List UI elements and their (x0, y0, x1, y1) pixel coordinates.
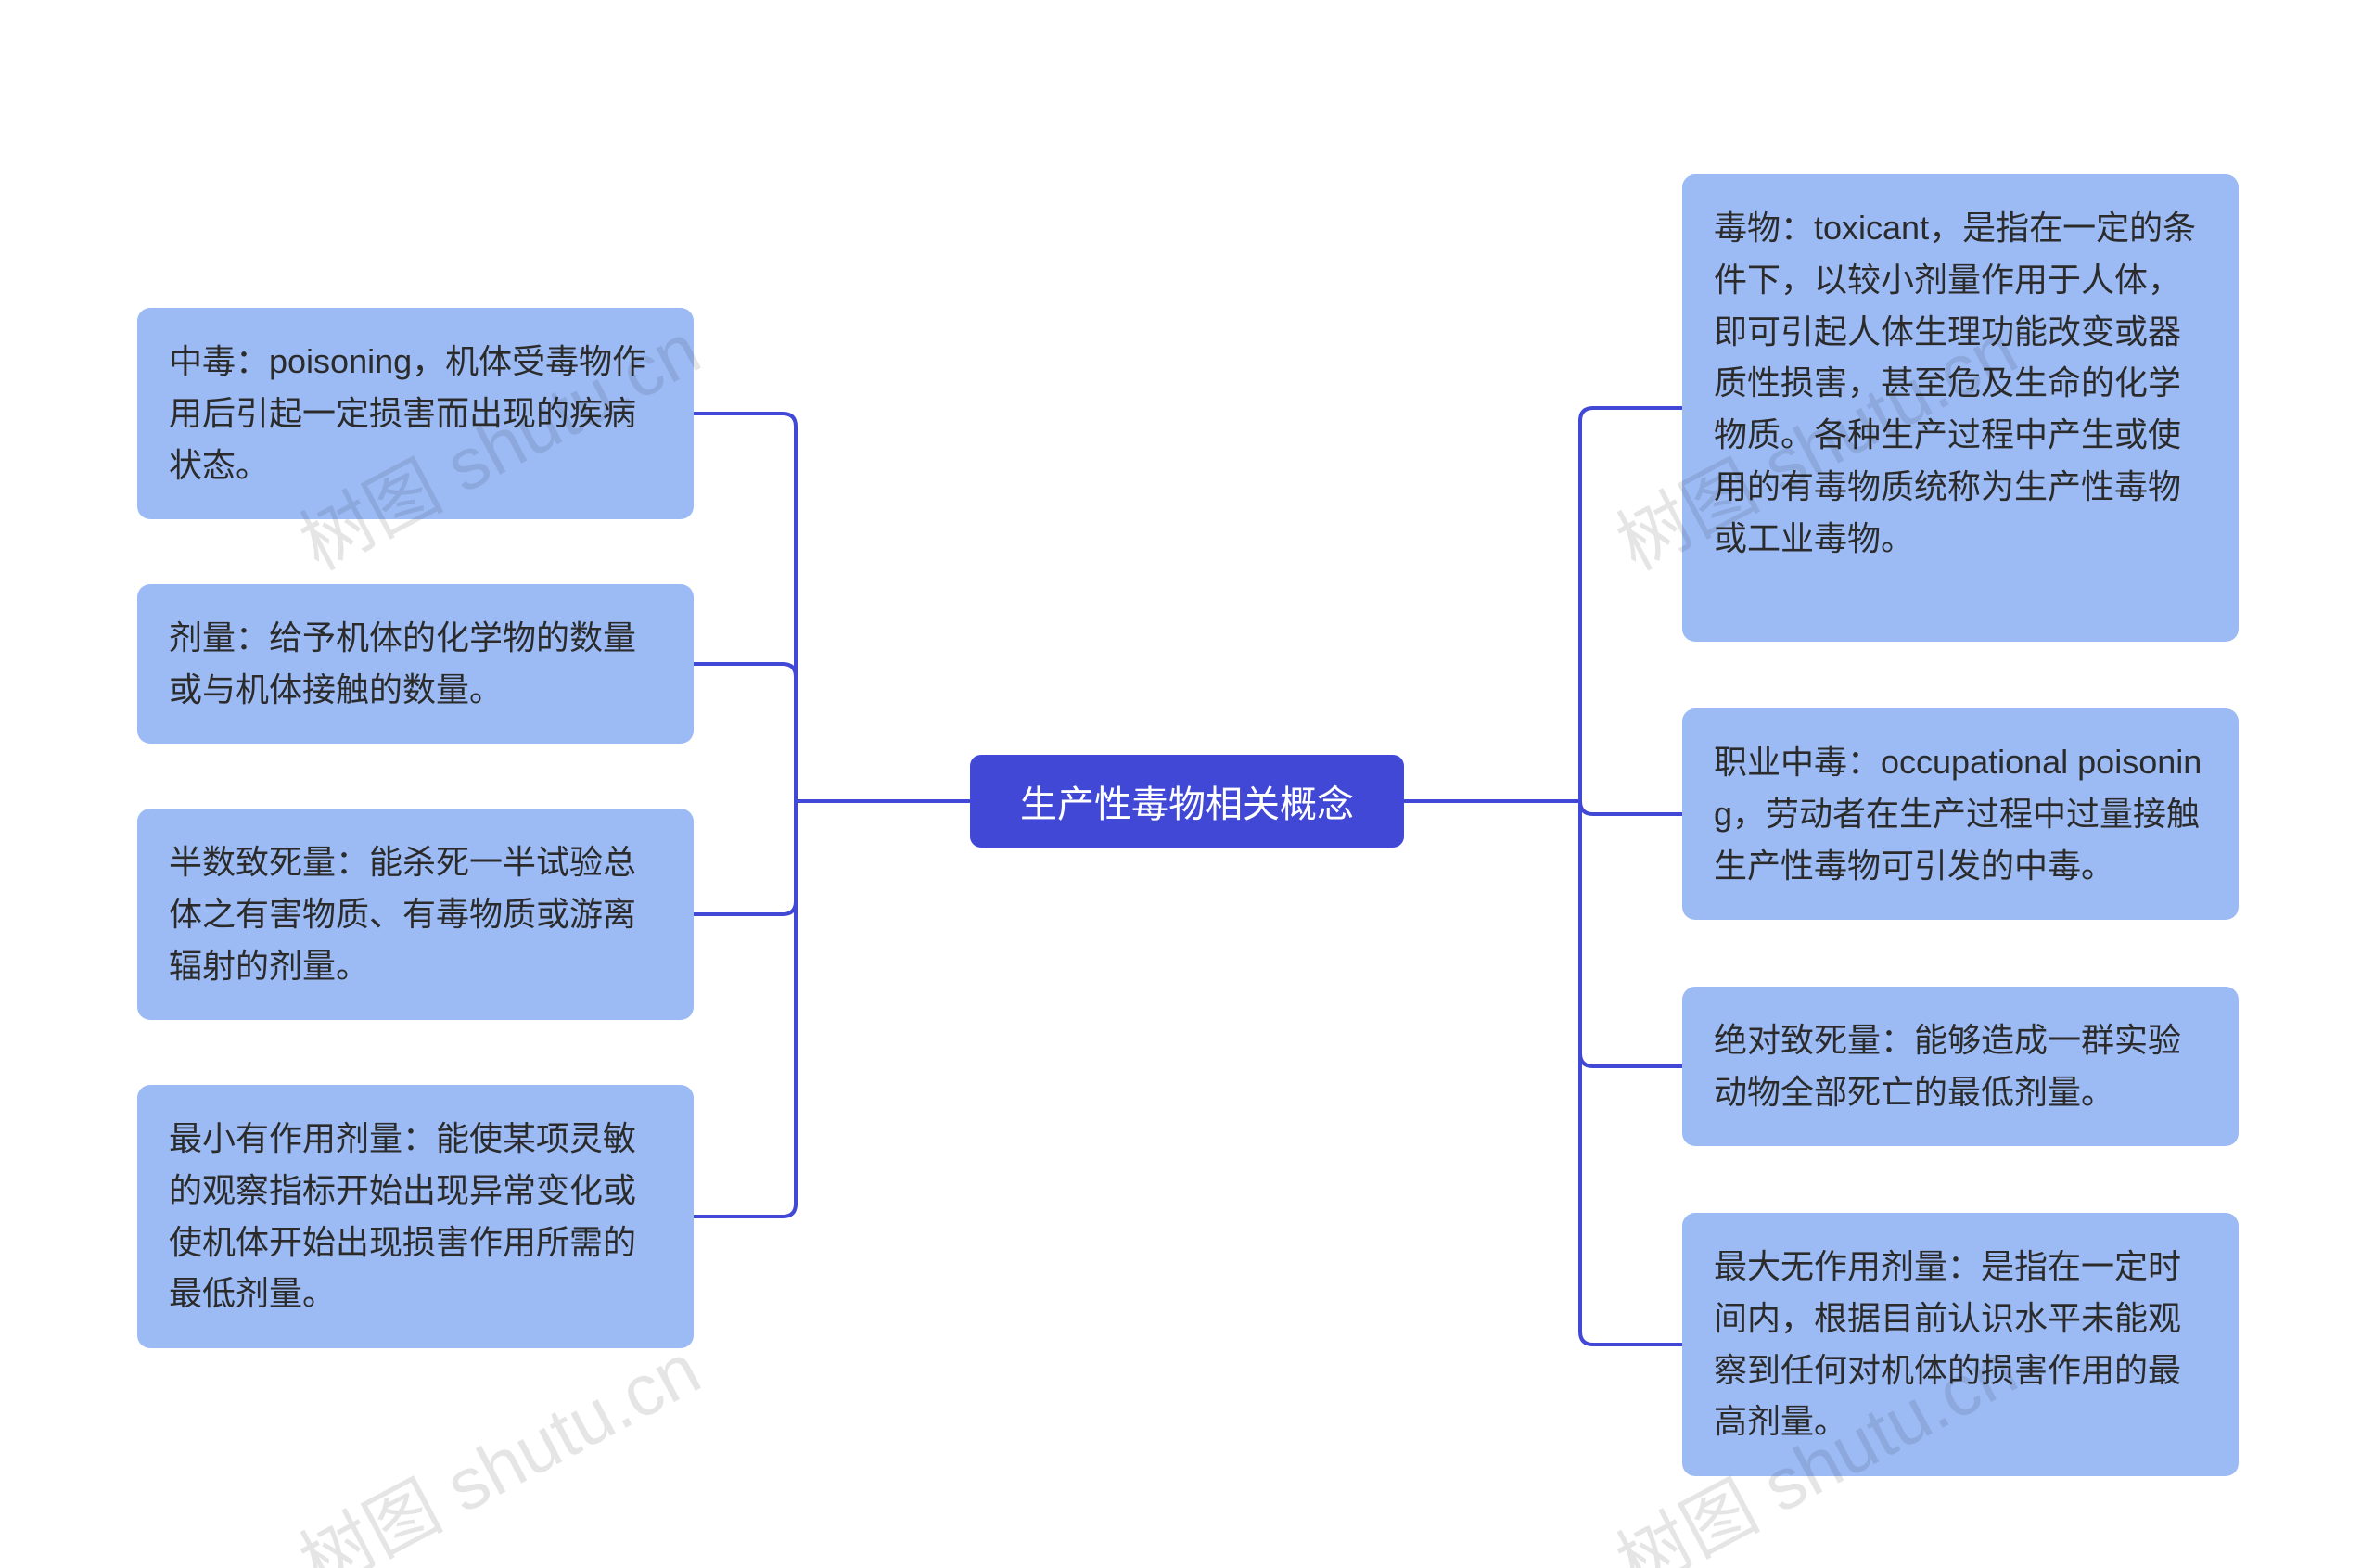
left-node-2: 半数致死量：能杀死一半试验总体之有害物质、有毒物质或游离辐射的剂量。 (137, 809, 694, 1020)
right-node-3: 最大无作用剂量：是指在一定时间内，根据目前认识水平未能观察到任何对机体的损害作用… (1682, 1213, 2239, 1476)
left-node-2-text: 半数致死量：能杀死一半试验总体之有害物质、有毒物质或游离辐射的剂量。 (169, 843, 636, 985)
left-node-1-text: 剂量：给予机体的化学物的数量或与机体接触的数量。 (169, 618, 636, 708)
center-node: 生产性毒物相关概念 (970, 755, 1404, 848)
left-node-3: 最小有作用剂量：能使某项灵敏的观察指标开始出现异常变化或使机体开始出现损害作用所… (137, 1085, 694, 1348)
right-node-0-text: 毒物：toxicant，是指在一定的条件下，以较小剂量作用于人体，即可引起人体生… (1714, 209, 2196, 557)
right-node-2: 绝对致死量：能够造成一群实验动物全部死亡的最低剂量。 (1682, 987, 2239, 1146)
right-node-3-text: 最大无作用剂量：是指在一定时间内，根据目前认识水平未能观察到任何对机体的损害作用… (1714, 1247, 2181, 1440)
right-node-2-text: 绝对致死量：能够造成一群实验动物全部死亡的最低剂量。 (1714, 1021, 2181, 1111)
left-node-0: 中毒：poisoning，机体受毒物作用后引起一定损害而出现的疾病状态。 (137, 308, 694, 519)
watermark-2: 树图 shutu.cn (279, 1313, 715, 1568)
right-node-0: 毒物：toxicant，是指在一定的条件下，以较小剂量作用于人体，即可引起人体生… (1682, 174, 2239, 642)
left-node-0-text: 中毒：poisoning，机体受毒物作用后引起一定损害而出现的疾病状态。 (169, 342, 645, 484)
right-node-1-text: 职业中毒：occupational poisoning，劳动者在生产过程中过量接… (1714, 743, 2202, 885)
center-node-text: 生产性毒物相关概念 (1020, 774, 1354, 828)
right-node-1: 职业中毒：occupational poisoning，劳动者在生产过程中过量接… (1682, 708, 2239, 920)
left-node-3-text: 最小有作用剂量：能使某项灵敏的观察指标开始出现异常变化或使机体开始出现损害作用所… (169, 1119, 636, 1312)
left-node-1: 剂量：给予机体的化学物的数量或与机体接触的数量。 (137, 584, 694, 744)
